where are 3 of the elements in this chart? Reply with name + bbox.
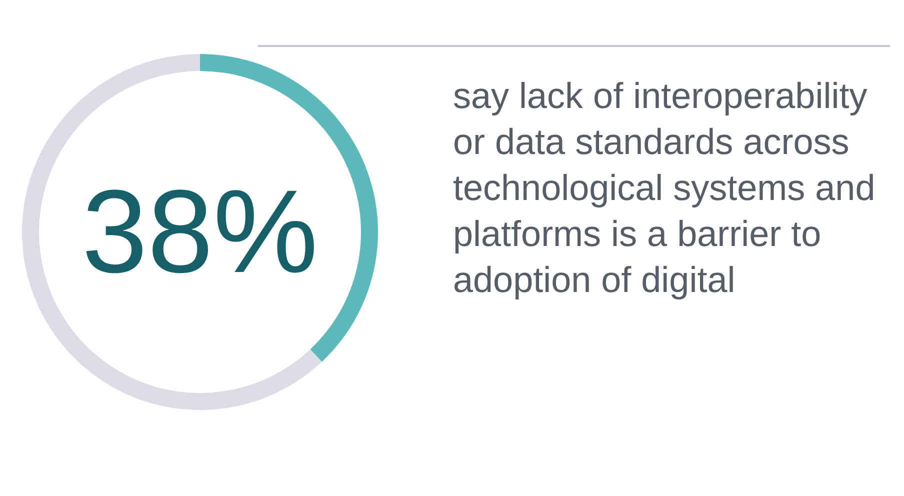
donut-slice xyxy=(22,54,322,410)
text: say lack of interoperability or data standards across technological systems and platforms is a barrier to adoption of digital xyxy=(453,75,876,300)
data-label: 38% xyxy=(82,166,318,298)
